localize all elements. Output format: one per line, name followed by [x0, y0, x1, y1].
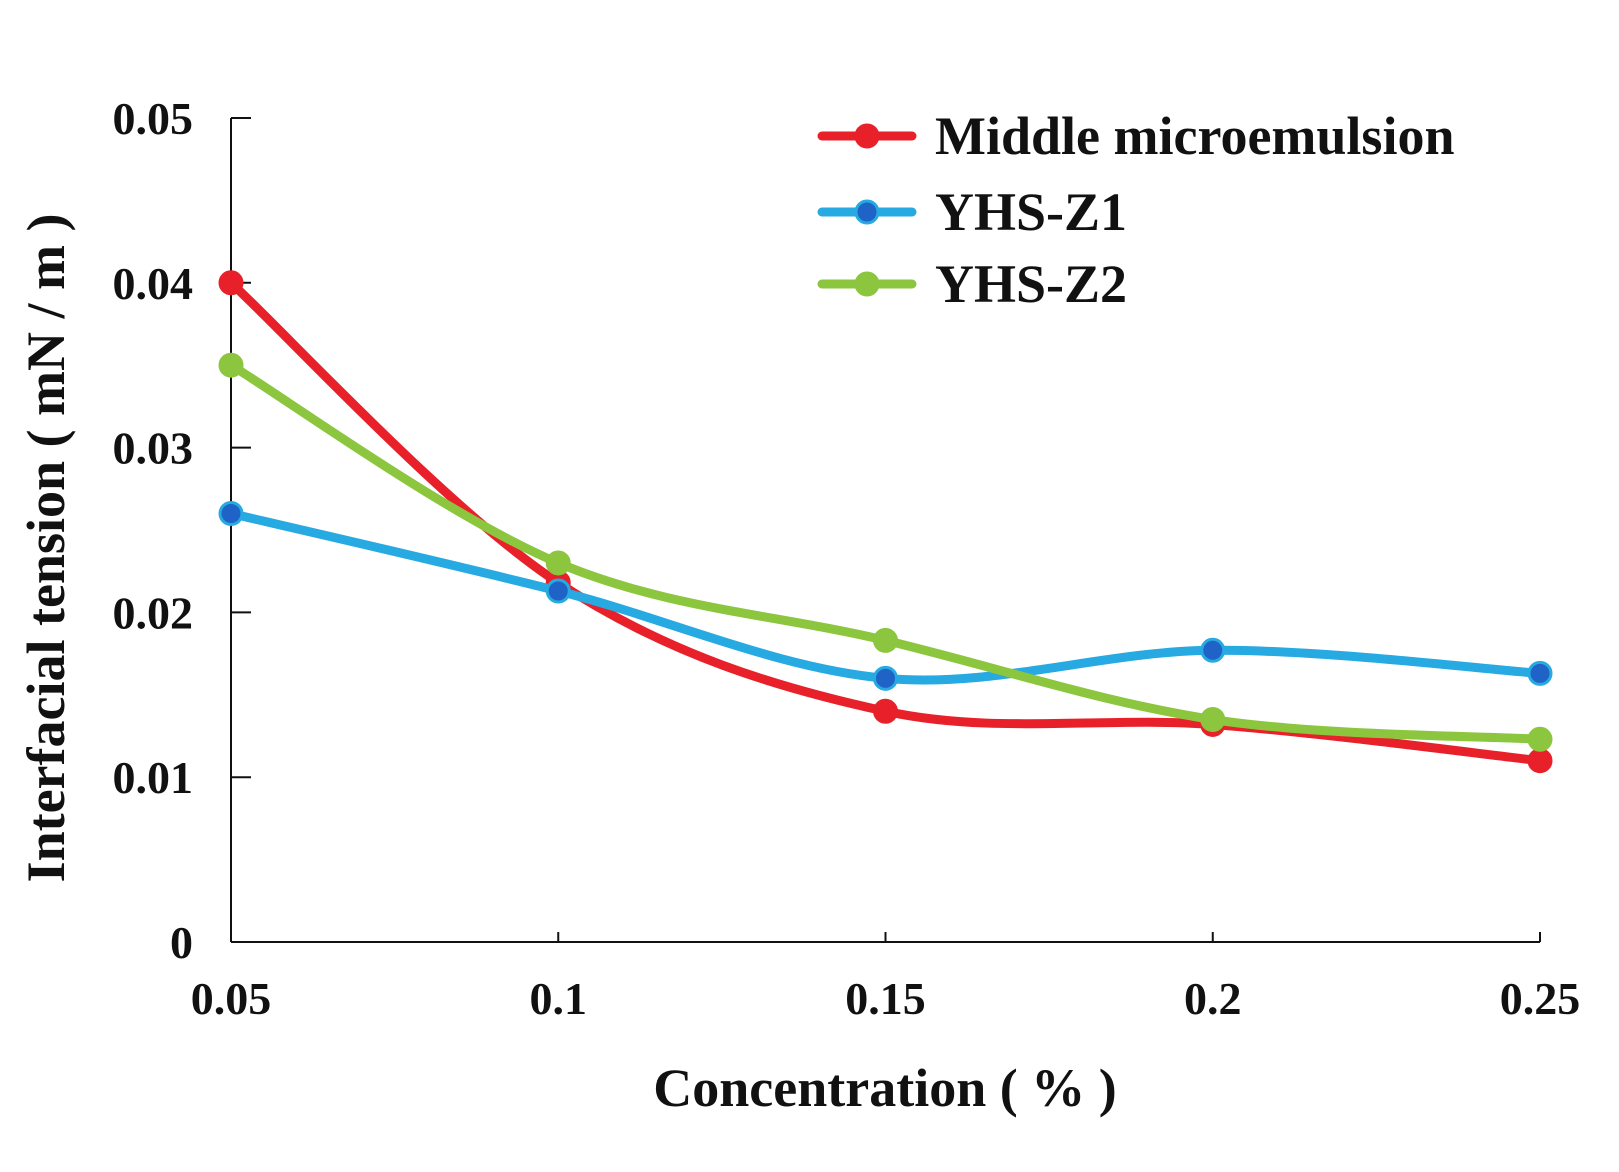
- data-point-yhs-z1: [1200, 637, 1226, 663]
- y-tick-label: 0.03: [113, 423, 194, 474]
- x-tick-label: 0.05: [191, 973, 272, 1024]
- axes: [230, 118, 1540, 943]
- data-point-middle-microemulsion: [1527, 748, 1553, 774]
- data-point-yhs-z1: [1527, 660, 1553, 686]
- x-tick-label: 0.2: [1184, 973, 1242, 1024]
- legend-swatch-marker: [854, 271, 880, 297]
- data-point-yhs-z1: [873, 665, 898, 691]
- series-group: [218, 270, 1553, 774]
- data-point-yhs-z1: [545, 578, 571, 604]
- data-point-yhs-z2: [218, 352, 244, 378]
- series-line-yhs-z1: [226, 509, 1545, 685]
- legend-item-middle-microemulsion: Middle microemulsion: [817, 106, 1455, 166]
- y-tick-label: 0: [170, 917, 193, 968]
- series-yhs-z2: [218, 352, 1553, 752]
- series-yhs-z1: [218, 501, 1553, 691]
- x-axis-title: Concentration ( % ): [653, 1058, 1116, 1118]
- data-point-yhs-z2: [545, 550, 571, 576]
- legend-swatch-marker: [854, 123, 880, 149]
- legend-swatch-marker: [854, 199, 880, 225]
- y-axis-title: Interfacial tension ( mN / m ): [16, 214, 76, 883]
- data-point-yhs-z2: [1200, 707, 1226, 733]
- legend-label: YHS-Z1: [935, 182, 1127, 242]
- data-point-middle-microemulsion: [873, 698, 898, 724]
- x-ticks: 0.05 0.1 0.15 0.2 0.25: [191, 932, 1581, 1024]
- legend: Middle microemulsion YHS-Z1 YHS-Z2: [817, 106, 1455, 314]
- y-tick-label: 0.01: [113, 752, 194, 803]
- y-tick-label: 0.04: [113, 258, 194, 309]
- legend-label: Middle microemulsion: [935, 106, 1455, 166]
- data-point-yhs-z2: [1527, 726, 1553, 752]
- legend-label: YHS-Z2: [935, 254, 1127, 314]
- data-point-yhs-z2: [873, 627, 898, 653]
- y-tick-label: 0.02: [113, 587, 194, 638]
- x-tick-label: 0.25: [1500, 973, 1581, 1024]
- data-point-middle-microemulsion: [218, 270, 244, 296]
- y-tick-label: 0.05: [113, 93, 194, 144]
- legend-item-yhs-z1: YHS-Z1: [817, 182, 1127, 242]
- x-tick-label: 0.1: [530, 973, 588, 1024]
- series-middle-microemulsion: [218, 270, 1553, 774]
- x-tick-label: 0.15: [845, 973, 926, 1024]
- data-point-yhs-z1: [218, 501, 244, 527]
- legend-item-yhs-z2: YHS-Z2: [817, 254, 1127, 314]
- y-ticks: 0 0.01 0.02 0.03 0.04 0.05: [113, 93, 251, 968]
